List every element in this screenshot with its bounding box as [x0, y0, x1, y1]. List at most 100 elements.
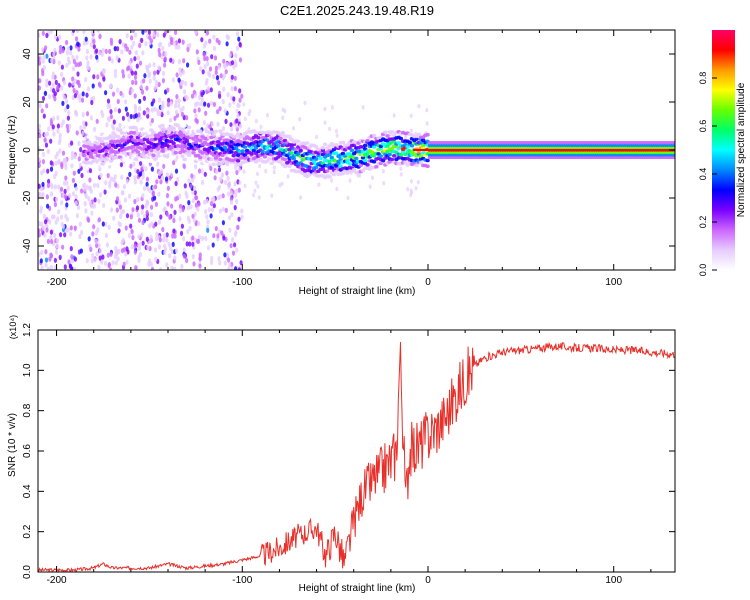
spectrogram-cell	[45, 227, 49, 233]
spectrogram-cell	[141, 193, 145, 199]
colorbar-ticks: 0.0 0.2 0.4 0.6 0.8	[698, 72, 717, 276]
spectrogram-cell	[225, 61, 229, 68]
spectrogram-cell	[41, 151, 46, 157]
spectrogram-cell	[119, 162, 123, 168]
spectrogram-cell	[40, 265, 44, 270]
spectrogram-cell	[222, 62, 226, 69]
spectrogram-cell	[78, 152, 82, 158]
spectrogram-cell	[363, 158, 368, 163]
spectrogram-cell	[215, 169, 219, 175]
spectrogram-cell	[156, 32, 160, 38]
spectrogram-cell	[55, 196, 59, 202]
spectrogram-cell	[173, 115, 177, 121]
spectrogram-cell	[153, 85, 157, 92]
spectrogram-cell	[194, 30, 198, 35]
spectrogram-cell	[389, 130, 395, 134]
spectrogram-cell	[213, 147, 219, 151]
spectrogram-cell	[58, 44, 63, 51]
spectrogram-cell	[172, 266, 176, 270]
spectrogram-cell	[182, 253, 186, 259]
spectrogram-cell	[49, 30, 53, 35]
spectrogram-cell	[68, 123, 72, 129]
spectrogram-cell	[84, 76, 88, 83]
spectrogram-cell	[55, 151, 60, 157]
spectrogram-cell	[131, 30, 135, 34]
spectrogram-cell	[203, 171, 207, 177]
spectrogram-cell	[139, 160, 143, 166]
spectrogram-cell	[89, 246, 93, 252]
spectrogram-cell	[154, 184, 158, 190]
spectrogram-cell	[120, 239, 124, 245]
spectrogram-cell	[158, 97, 162, 103]
spectrogram-cell	[70, 258, 75, 264]
spectrogram-cell	[360, 155, 366, 160]
spectrogram-cell	[187, 125, 192, 130]
spectrogram-cell	[249, 152, 254, 156]
spectrogram-cell	[346, 195, 350, 201]
spectrogram-cell	[48, 94, 52, 100]
spectrogram-cell	[190, 93, 195, 99]
spectrogram-cell	[188, 225, 192, 232]
spectrogram-cell	[314, 157, 319, 161]
spectrogram-cell	[144, 166, 148, 172]
spectrogram-cell	[61, 244, 65, 250]
spectrogram-cell	[425, 108, 429, 113]
spectrogram-cell	[111, 91, 116, 97]
spectrogram-cell	[115, 207, 119, 213]
spectrogram-cell	[53, 232, 57, 239]
spectrogram-cell	[266, 113, 269, 118]
spectrogram-cell	[368, 184, 372, 189]
spectrogram-cell	[209, 87, 213, 93]
spectrogram-cell	[45, 82, 49, 88]
spectrogram-cell	[233, 242, 237, 248]
snr-y-axis-label: SNR (10 * v/v)	[7, 413, 18, 477]
spectrogram-cell	[92, 126, 97, 133]
spectrogram-cell	[98, 166, 102, 172]
spectrogram-cell	[180, 134, 185, 138]
spectrogram-cell	[212, 34, 216, 40]
spectrogram-cell	[203, 64, 207, 70]
spectrogram-cell	[97, 50, 101, 56]
spectrogram-cell	[86, 216, 90, 222]
spectrogram-cell	[338, 164, 343, 168]
spectrogram-cell	[56, 115, 60, 121]
spectrogram-cell	[153, 247, 158, 253]
spectrogram-cell	[110, 58, 114, 64]
spectrogram-cell	[58, 148, 62, 154]
spectrogram-cell	[354, 156, 359, 161]
spectrogram-cell	[98, 255, 102, 261]
spectrogram-cell	[230, 85, 234, 92]
spectrogram-cell	[204, 110, 208, 116]
spectrogram-cell	[70, 254, 74, 260]
spectrogram-cell	[38, 228, 41, 234]
spectrogram-cell	[133, 139, 138, 143]
spectrogram-cell	[98, 248, 102, 254]
spectrogram-cell	[193, 140, 199, 144]
spectrogram-cell	[174, 168, 179, 174]
spectrogram-cell	[416, 180, 420, 185]
spectrogram-cell	[74, 186, 78, 192]
spectrogram-cell	[267, 157, 272, 161]
spectrogram-cell	[151, 130, 156, 134]
spectrogram-cell	[400, 149, 406, 154]
spectrogram-cell	[171, 77, 175, 83]
spectrogram-cell	[281, 115, 285, 121]
spectrogram-cell	[193, 185, 197, 191]
x-tick-label: 0	[425, 277, 431, 288]
spectrogram-cell	[68, 193, 72, 199]
spectrogram-cell	[153, 157, 158, 161]
spectrogram-cell	[190, 177, 195, 183]
spectrogram-cell	[205, 30, 210, 36]
colorbar-label: Normalized spectral amplitude	[736, 82, 747, 217]
spectrogram-cell	[65, 50, 69, 56]
spectrogram-cell	[62, 80, 67, 86]
spectrogram-cell	[251, 148, 256, 153]
spectrogram-cell	[206, 61, 210, 67]
spectrogram-cell	[134, 80, 138, 86]
spectrogram-cell	[237, 103, 241, 108]
spectrogram-cell	[72, 87, 76, 93]
spectrogram-cell	[180, 263, 184, 270]
spectrogram-cell	[50, 57, 54, 64]
spectrogram-cell	[140, 209, 144, 215]
spectrogram-cell	[86, 140, 92, 144]
